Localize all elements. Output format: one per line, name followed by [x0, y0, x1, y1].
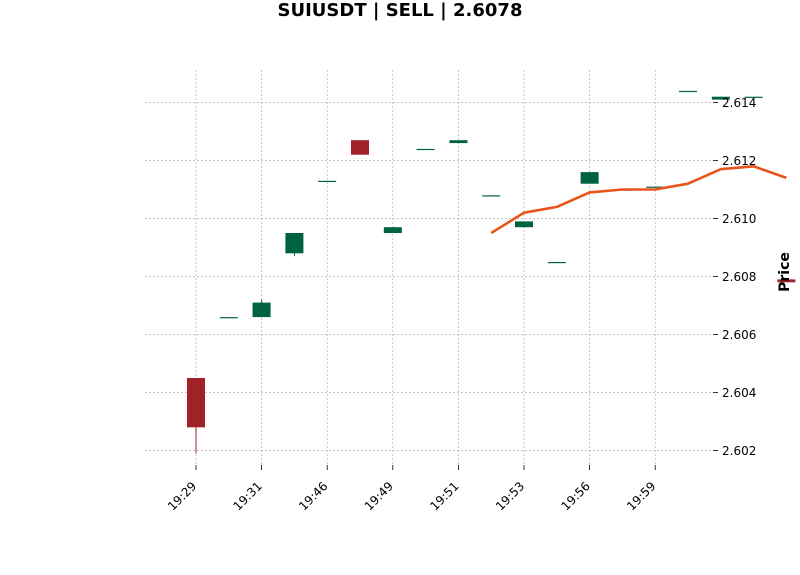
candle-body: [777, 279, 796, 283]
candle-body: [351, 140, 369, 155]
candle-body: [383, 227, 402, 233]
candle: [580, 172, 599, 184]
x-tick-label: 19:51: [427, 479, 461, 513]
x-tick-label: 19:46: [296, 479, 330, 513]
candle: [187, 378, 205, 454]
y-tick-label: 2.608: [722, 270, 756, 284]
candle-body: [515, 221, 533, 228]
candle-body: [416, 148, 435, 151]
candle: [646, 186, 665, 188]
y-axis-label: Price: [777, 252, 793, 292]
candle: [547, 262, 566, 264]
candle-body: [679, 90, 697, 93]
candle: [711, 96, 730, 100]
candle-body: [285, 233, 304, 254]
moving-average: [490, 165, 787, 235]
chart-title: SUIUSDT | SELL | 2.6078: [277, 0, 523, 21]
y-tick-label: 2.604: [722, 386, 756, 400]
candle-body: [219, 317, 238, 319]
candle-body: [744, 96, 763, 98]
y-tick-label: 2.614: [722, 96, 756, 110]
candle-body: [482, 195, 501, 197]
x-tick-label: 19:59: [624, 479, 658, 513]
y-tick-label: 2.612: [722, 154, 756, 168]
y-tick-label: 2.606: [722, 328, 756, 342]
y-tick-label: 2.602: [722, 444, 756, 458]
x-tick-label: 19:53: [493, 479, 527, 513]
candle: [285, 233, 304, 257]
candle: [252, 299, 271, 318]
candle: [515, 221, 533, 228]
candle-body: [252, 302, 271, 318]
candle: [679, 90, 697, 93]
x-tick-label: 19:31: [231, 479, 265, 513]
moving-average-line: [490, 165, 787, 235]
candle: [416, 148, 435, 151]
x-tick-label: 19:29: [165, 479, 199, 513]
candle: [482, 195, 501, 197]
candle: [777, 279, 796, 283]
y-axis: 2.602 2.604 2.606 2.608 2.610 2.612 2.614: [713, 96, 756, 458]
candle: [383, 227, 402, 233]
grid-lines: [145, 70, 713, 465]
candle: [744, 96, 763, 98]
candle-body: [187, 378, 205, 428]
candle: [351, 140, 369, 155]
candle-body: [711, 96, 730, 100]
candle-body: [646, 186, 665, 188]
candle: [219, 317, 238, 319]
x-tick-label: 19:49: [362, 479, 396, 513]
candles: [187, 90, 796, 454]
candle-body: [547, 262, 566, 264]
candle-body: [449, 140, 468, 144]
candle: [318, 180, 337, 182]
y-tick-label: 2.610: [722, 212, 756, 226]
candle-body: [580, 172, 599, 184]
candle-body: [318, 180, 337, 182]
x-tick-label: 19:56: [559, 479, 593, 513]
candle: [449, 140, 468, 144]
x-axis: 19:29 19:31 19:46 19:49 19:51 19:53 19:56 19:59: [165, 465, 658, 513]
